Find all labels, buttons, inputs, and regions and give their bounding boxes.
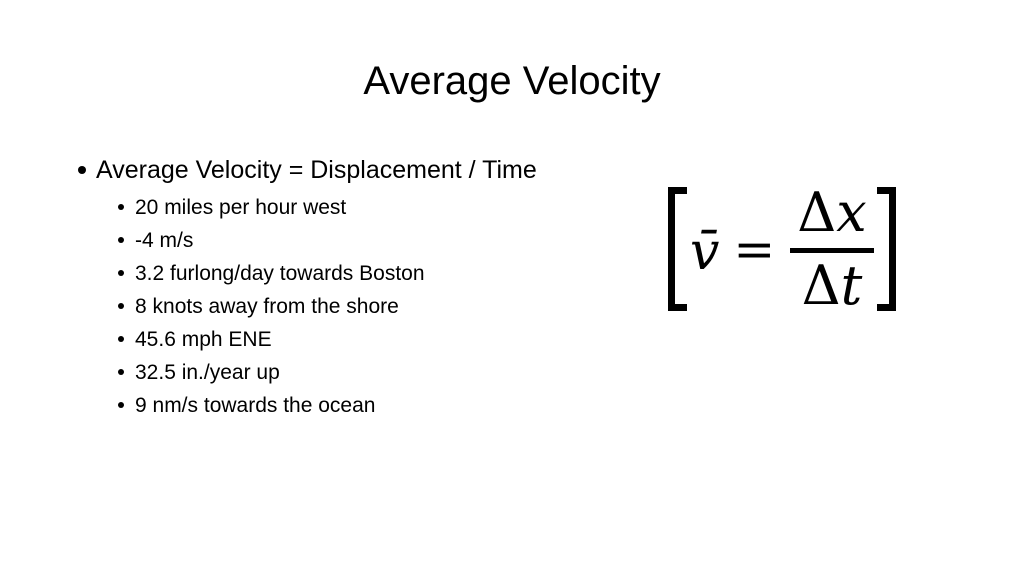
fraction-numerator: Δx [790, 185, 874, 253]
sub-bullet-list: 20 miles per hour west -4 m/s 3.2 furlon… [118, 191, 638, 422]
list-item: 32.5 in./year up [118, 356, 638, 389]
bullet-icon [118, 204, 124, 210]
list-item: 45.6 mph ENE [118, 323, 638, 356]
list-item-label: 45.6 mph ENE [135, 328, 272, 351]
list-item-label: -4 m/s [135, 229, 194, 252]
list-item-label: Average Velocity = Displacement / Time [96, 156, 537, 184]
page-title: Average Velocity [363, 59, 661, 103]
delta-symbol: Δ [797, 180, 837, 244]
bullet-icon [118, 303, 124, 309]
fraction-denominator: Δt [802, 253, 863, 313]
bullet-icon [118, 402, 124, 408]
bullet-icon [118, 270, 124, 276]
average-velocity-formula: v̄ = Δx Δt [668, 184, 896, 314]
right-bracket-icon [876, 187, 896, 311]
list-item: 8 knots away from the shore [118, 290, 638, 323]
list-item-label: 8 knots away from the shore [135, 295, 399, 318]
list-item-label: 9 nm/s towards the ocean [135, 394, 376, 417]
v-bar-symbol: v̄ [690, 222, 720, 282]
x-variable: x [836, 180, 867, 244]
left-bracket-icon [668, 187, 687, 311]
list-item: 20 miles per hour west [118, 191, 638, 224]
equals-sign: = [733, 220, 776, 278]
fraction: Δx Δt [790, 185, 874, 313]
bullet-list: Average Velocity = Displacement / Time 2… [78, 153, 638, 422]
bullet-icon [118, 369, 124, 375]
list-item: 3.2 furlong/day towards Boston [118, 257, 638, 290]
list-item: 9 nm/s towards the ocean [118, 389, 638, 422]
delta-symbol: Δ [801, 253, 841, 317]
bullet-icon [118, 237, 124, 243]
list-item: -4 m/s [118, 224, 638, 257]
list-item-label: 20 miles per hour west [135, 196, 347, 219]
bullet-icon [78, 166, 86, 174]
list-item-label: 32.5 in./year up [135, 361, 280, 384]
t-variable: t [840, 253, 863, 317]
list-item-label: 3.2 furlong/day towards Boston [135, 262, 425, 285]
bullet-icon [118, 336, 124, 342]
list-item: Average Velocity = Displacement / Time [78, 153, 638, 187]
